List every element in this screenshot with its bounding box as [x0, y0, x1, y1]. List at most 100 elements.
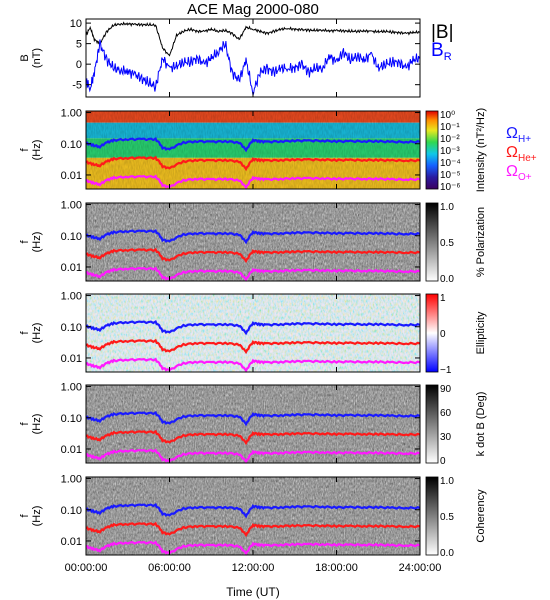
y-tick-label: 0.01: [61, 444, 82, 456]
legend-gyro: ΩH+ΩHe+ΩO+: [506, 125, 537, 183]
gyro-line: [85, 338, 421, 355]
y-axis-unit: (Hz): [31, 232, 43, 253]
colorbar-tick-label: 0.0: [440, 548, 454, 559]
x-tick-label: 18:00:00: [315, 562, 358, 574]
legend-bmag: |B|: [431, 22, 454, 43]
series-line-br: [86, 39, 420, 96]
gyro-line: [85, 266, 421, 282]
y-axis-label: f: [19, 148, 31, 152]
series-line-bmag: [86, 21, 420, 57]
y-tick-label: -5: [72, 80, 82, 92]
chart-title: ACE Mag 2000-080: [187, 1, 319, 18]
colorbar: [425, 110, 439, 190]
legend-gyro-item: ΩHe+: [506, 144, 537, 164]
y-axis-label: B: [19, 54, 31, 61]
panel-field: 10 5 0 -5 B (nT): [19, 18, 421, 98]
y-tick-label: 0.01: [61, 353, 82, 365]
colorbar-tick-label: 1.0: [440, 202, 454, 213]
colorbar-tick-label: 0.5: [440, 238, 454, 249]
gyro-line: [85, 429, 421, 446]
y-axis-unit: (nT): [31, 48, 43, 68]
y-tick-label: 1.00: [61, 382, 82, 394]
gyro-line: [85, 357, 421, 373]
y-axis-label: f: [19, 514, 31, 518]
y-tick-label: 1.00: [61, 474, 82, 486]
panel-ellipticity: 1.00 0.10 0.01 1 0 −1 Ellipticity f (Hz): [19, 291, 487, 376]
series-group: [86, 21, 420, 96]
colorbar: [425, 476, 439, 556]
legend-br: BR: [431, 40, 452, 63]
colorbar-tick-label: 10⁻⁶: [440, 182, 461, 193]
y-tick-label: 0.01: [61, 536, 82, 548]
y-axis-label: f: [19, 240, 31, 244]
panel-coherency: 1.00 0.10 0.01 1.0 0.5 0.0 Coherency f (Hz): [19, 474, 487, 559]
legend-gyro-item: ΩH+: [506, 125, 531, 145]
colorbar-label: Ellipticity: [475, 311, 487, 354]
y-tick-label: 0.10: [61, 322, 82, 334]
colorbar: [425, 384, 439, 464]
x-tick-label: 24:00:00: [399, 562, 442, 574]
x-tick-label: 06:00:00: [148, 562, 191, 574]
gyro-line: [85, 229, 421, 245]
gyro-line: [85, 137, 421, 153]
y-axis-label: f: [19, 331, 31, 335]
gyro-line: [85, 155, 421, 172]
colorbar-tick-label: 10⁻¹: [440, 122, 460, 133]
colorbar-label: Coherency: [475, 489, 487, 543]
panel-polarization: 1.00 0.10 0.01 1.0 0.5 0.0 % Polarization f (Hz): [19, 200, 487, 285]
y-tick-label: 0.01: [61, 170, 82, 182]
colorbar-label: Intensity (nT²/Hz): [475, 108, 487, 192]
colorbar-label: % Polarization: [475, 207, 487, 277]
colorbar-tick-label: 1.0: [440, 476, 454, 487]
y-axis-unit: (Hz): [31, 414, 43, 435]
gyro-line: [85, 174, 421, 190]
gyro-line: [85, 247, 421, 264]
gyro-line: [85, 540, 421, 556]
x-tick-label: 00:00:00: [65, 562, 108, 574]
legend-field: |B| BR: [431, 22, 454, 63]
colorbar-tick-label: 0.0: [440, 274, 454, 285]
y-tick-label: 0: [76, 59, 82, 71]
y-tick-label: 0.10: [61, 231, 82, 243]
y-axis-unit: (Hz): [31, 140, 43, 161]
y-axis-unit: (Hz): [31, 323, 43, 344]
colorbar: [425, 293, 439, 373]
colorbar-tick-label: 10⁻⁵: [440, 170, 461, 181]
y-tick-label: 5: [76, 39, 82, 51]
panel-kdotb: 1.00 0.10 0.01 90 60 30 0 k dot B (Deg) f (Hz): [19, 382, 487, 467]
colorbar-tick-label: 30: [440, 432, 452, 443]
y-tick-label: 1.00: [61, 200, 82, 212]
colorbar-tick-label: 60: [440, 408, 452, 419]
gyro-line: [85, 448, 421, 464]
y-tick-label: 0.10: [61, 413, 82, 425]
colorbar-tick-label: 0: [440, 456, 446, 467]
colorbar-tick-label: 10⁻³: [440, 146, 460, 157]
colorbar-label: k dot B (Deg): [475, 392, 487, 457]
y-tick-label: 10: [70, 18, 82, 30]
gyro-line: [85, 521, 421, 538]
colorbar: [425, 202, 439, 282]
y-tick-label: 0.10: [61, 505, 82, 517]
gyro-line: [85, 411, 421, 427]
colorbar-tick-label: 90: [440, 384, 452, 395]
y-tick-label: 0.01: [61, 262, 82, 274]
colorbar-tick-label: 0: [440, 329, 446, 340]
gyro-line: [85, 503, 421, 519]
y-axis-label: f: [19, 422, 31, 426]
x-axis-label: Time (UT): [226, 585, 280, 599]
y-tick-label: 0.10: [61, 139, 82, 151]
gyro-line: [85, 320, 421, 336]
y-axis-unit: (Hz): [31, 506, 43, 527]
y-tick-label: 1.00: [61, 108, 82, 120]
colorbar-tick-label: 10⁻²: [440, 134, 460, 145]
colorbar-tick-label: 10⁰: [440, 110, 455, 121]
legend-gyro-item: ΩO+: [506, 163, 532, 183]
colorbar-tick-label: 10⁻⁴: [440, 158, 461, 169]
colorbar-tick-label: −1: [440, 365, 452, 376]
colorbar-tick-label: 1: [440, 293, 446, 304]
x-tick-label: 12:00:00: [232, 562, 275, 574]
y-tick-label: 1.00: [61, 291, 82, 303]
colorbar-tick-label: 0.5: [440, 512, 454, 523]
